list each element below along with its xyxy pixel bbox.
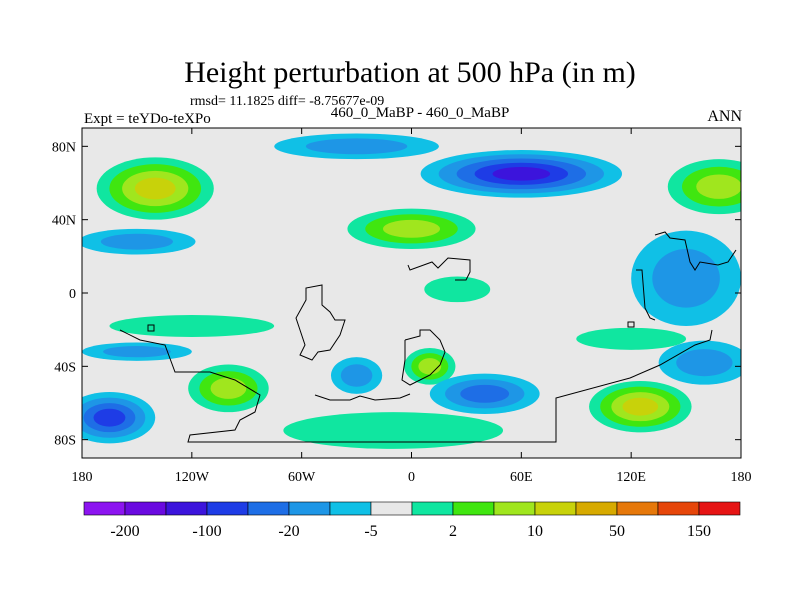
x-tick-label: 180 (731, 470, 752, 485)
contour-fields (82, 128, 741, 458)
colorbar-swatch (165, 501, 208, 516)
colorbar-label: 2 (449, 523, 457, 540)
colorbar-swatch (616, 501, 659, 516)
x-tick-label: 60W (288, 470, 316, 485)
negative-anomaly-contour (305, 138, 408, 155)
colorbar-swatch (329, 501, 372, 516)
positive-anomaly-contour (576, 327, 687, 350)
negative-anomaly-contour (100, 233, 173, 250)
negative-anomaly-contour (93, 408, 126, 427)
plot-axes: 180 120W 60W 0 60E 120E 180 80N 40N 0 40S 80S (52, 127, 752, 485)
colorbar-label: -100 (192, 523, 221, 540)
colorbar-swatch (83, 501, 126, 516)
positive-anomaly-contour (696, 174, 741, 199)
colorbar-label: -20 (278, 523, 299, 540)
coastline-east-pacific (636, 269, 656, 321)
positive-anomaly-contour (418, 358, 442, 375)
colorbar-swatch (657, 501, 700, 516)
y-tick-label: 80S (54, 434, 76, 449)
colorbar-swatch (493, 501, 536, 516)
coastlines (119, 231, 737, 443)
colorbar-swatch (534, 501, 577, 516)
x-tick-label: 60E (510, 470, 533, 485)
colorbar-swatch (124, 501, 167, 516)
colorbar-swatch (247, 501, 290, 516)
case-label: 460_0_MaBP - 460_0_MaBP (330, 105, 510, 121)
coastline-asia (654, 231, 737, 271)
colorbar-swatch (452, 501, 495, 516)
positive-anomaly-contour (210, 377, 247, 399)
coastline-island (147, 324, 155, 332)
negative-anomaly-contour (652, 249, 720, 308)
colorbar-swatch (575, 501, 618, 516)
x-tick-label: 120W (175, 470, 210, 485)
x-tick-label: 180 (72, 470, 93, 485)
negative-anomaly-contour (460, 384, 510, 403)
colorbar-swatch (370, 501, 413, 516)
y-tick-label: 40S (54, 360, 76, 375)
colorbar-swatch (206, 501, 249, 516)
season-label: ANN (707, 108, 742, 125)
stats-text: rmsd= 11.1825 diff= -8.75677e-09 (190, 94, 385, 109)
positive-anomaly-contour (383, 219, 440, 238)
positive-anomaly-contour (622, 397, 659, 416)
negative-anomaly-contour (340, 364, 373, 387)
positive-anomaly-contour (109, 315, 275, 337)
colorbar: -200 -100 -20 -5 2 10 50 150 (83, 501, 741, 540)
negative-anomaly-contour (103, 346, 171, 358)
colorbar-swatch (288, 501, 331, 516)
coastline-south-coast (314, 393, 411, 401)
colorbar-label: 150 (687, 523, 711, 540)
coastline-africa (401, 329, 446, 386)
positive-anomaly-contour (283, 412, 504, 449)
colorbar-label: -200 (110, 523, 139, 540)
x-tick-label: 0 (408, 470, 415, 485)
negative-anomaly-contour (676, 349, 733, 377)
y-tick-label: 40N (52, 214, 76, 229)
experiment-label: Expt = teYDo-teXPo (84, 111, 211, 127)
colorbar-swatch (411, 501, 454, 516)
colorbar-label: 50 (609, 523, 625, 540)
positive-anomaly-contour (134, 177, 176, 200)
y-tick-label: 0 (69, 287, 76, 302)
colorbar-label: 10 (527, 523, 543, 540)
coastline-north-america (407, 257, 471, 281)
negative-anomaly-contour (492, 167, 551, 181)
coastline-island (627, 321, 635, 328)
colorbar-label: -5 (364, 523, 377, 540)
chart-title: Height perturbation at 500 hPa (in m) (184, 56, 636, 89)
positive-anomaly-contour (424, 276, 491, 303)
coastline-south-america (295, 284, 346, 361)
y-tick-label: 80N (52, 140, 76, 155)
coastline-antarctica (119, 329, 713, 443)
colorbar-swatch (698, 501, 741, 516)
x-tick-label: 120E (616, 470, 646, 485)
